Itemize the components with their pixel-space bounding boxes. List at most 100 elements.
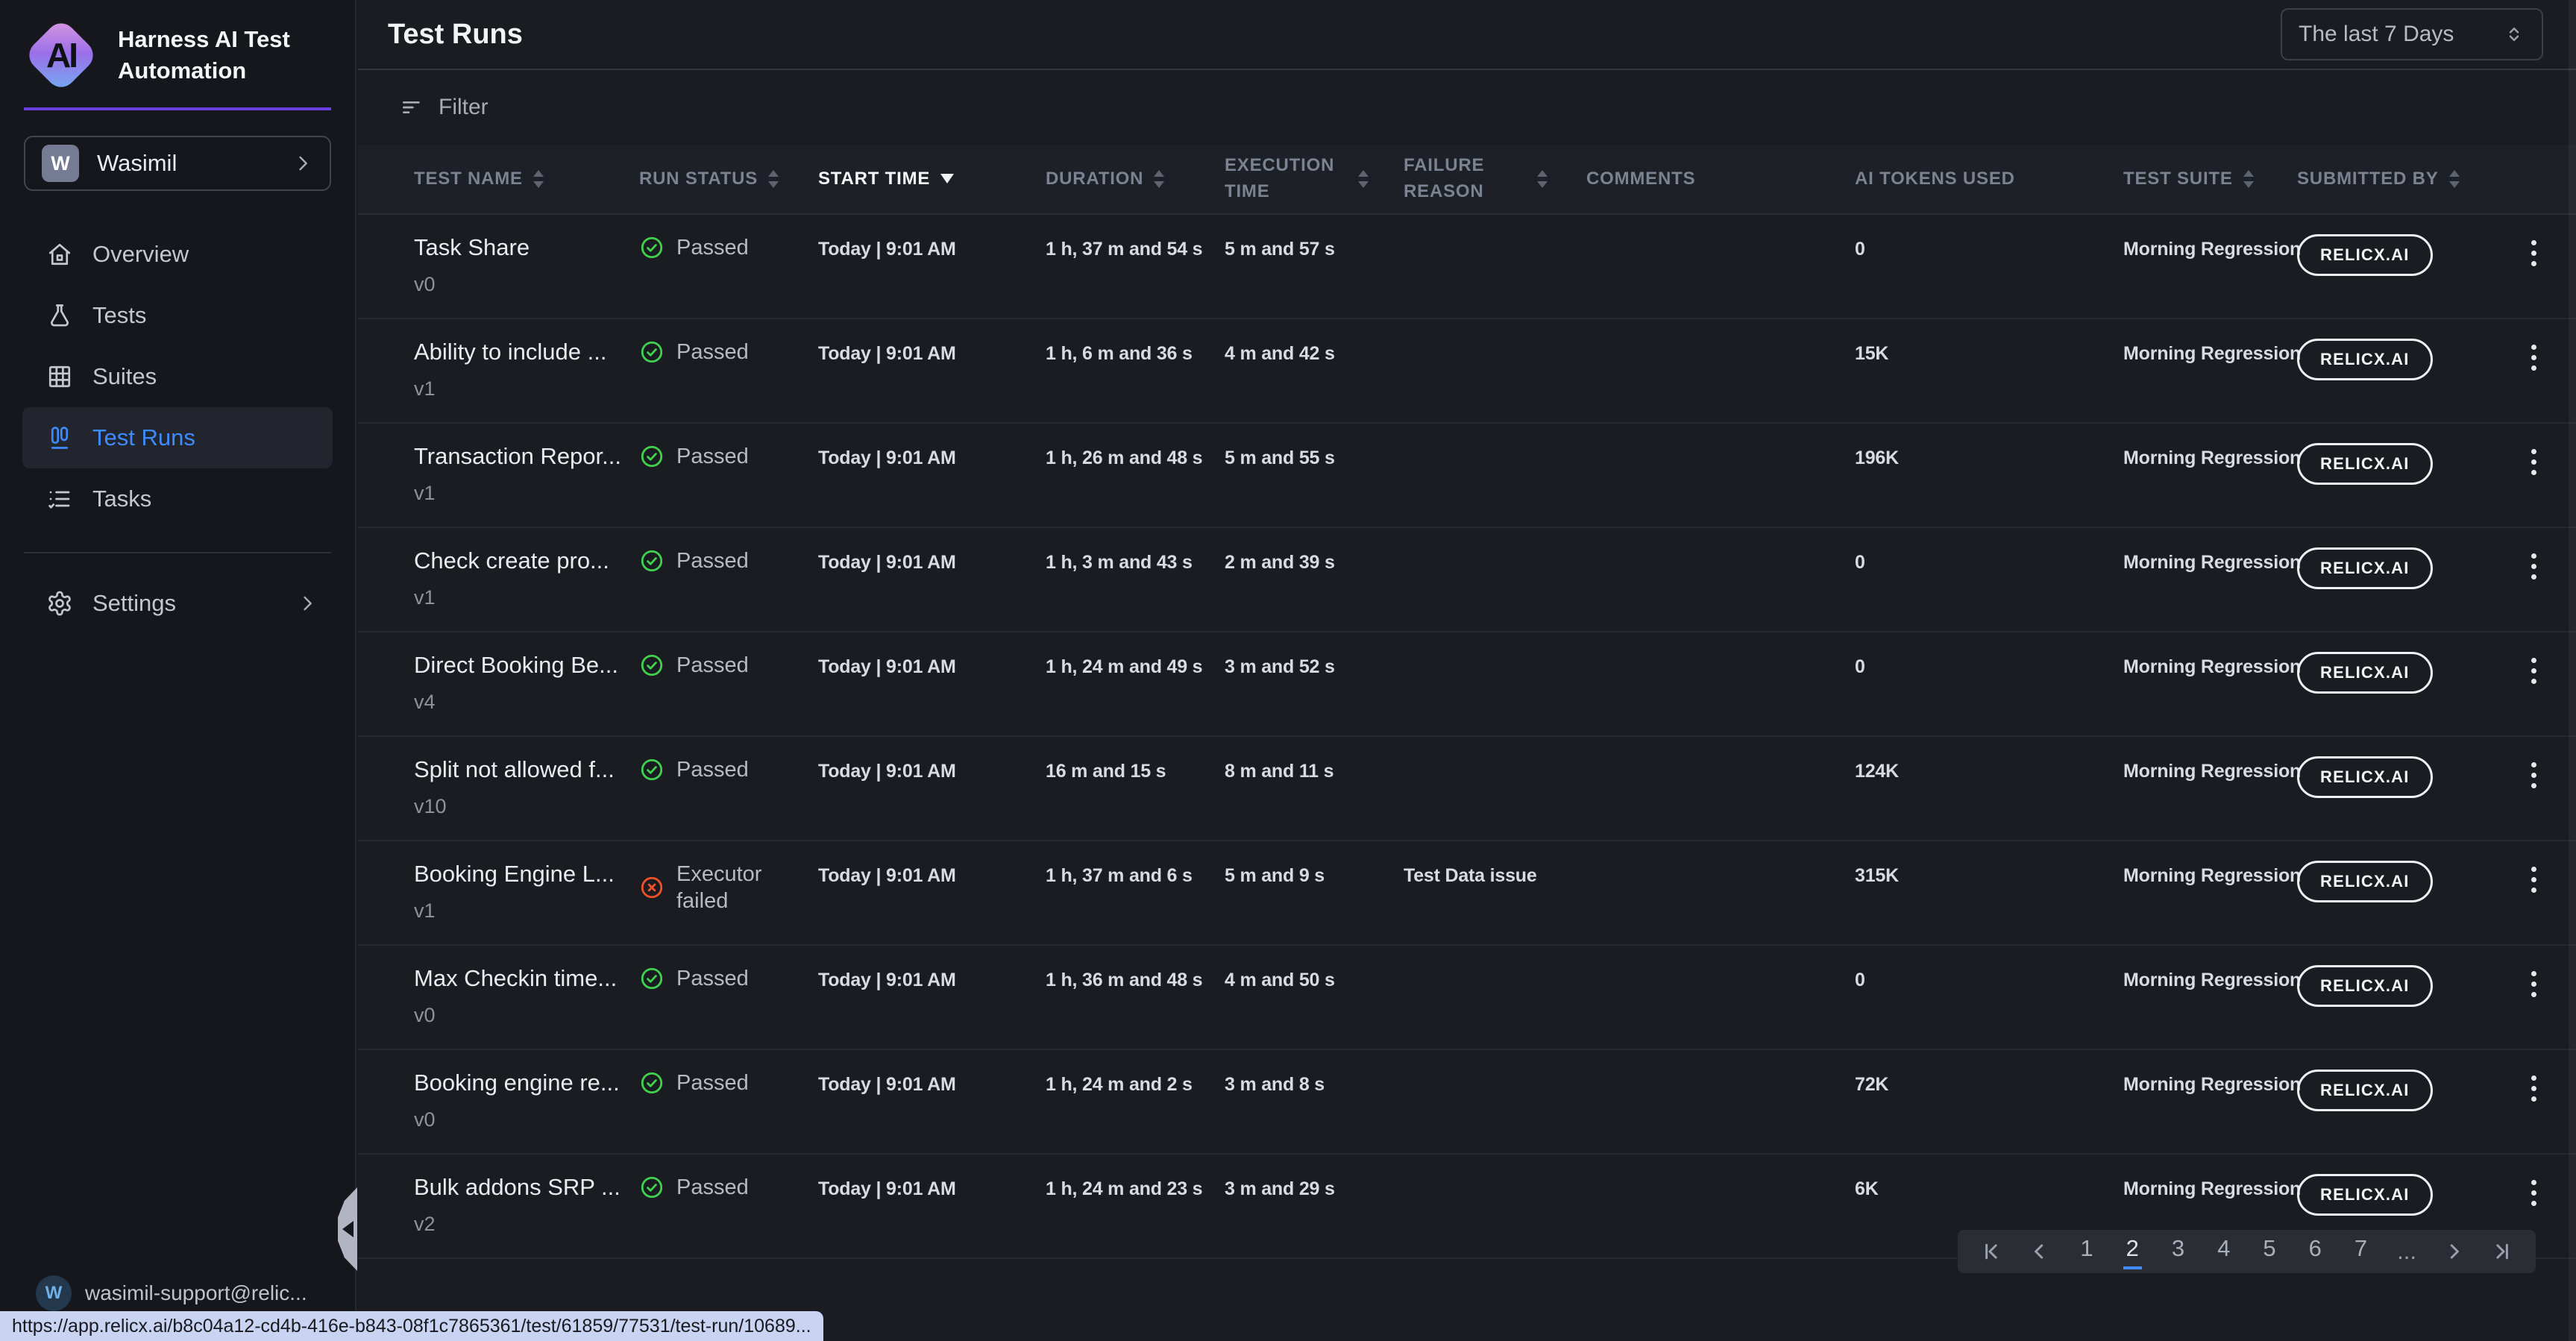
cell-test-name[interactable]: Max Checkin time... v0 bbox=[414, 965, 639, 1027]
cell-run-status: Executor failed bbox=[639, 861, 818, 915]
test-runs-icon bbox=[46, 424, 73, 451]
table-row[interactable]: Task Share v0 Passed Today | 9:01 AM 1 h… bbox=[358, 215, 2576, 319]
page-4-button[interactable]: 4 bbox=[2214, 1234, 2233, 1269]
row-menu-button[interactable] bbox=[2524, 234, 2544, 272]
status-label: Passed bbox=[676, 445, 749, 468]
sidebar-item-settings[interactable]: Settings bbox=[22, 573, 333, 634]
cell-submitted-by: RELICX.AI bbox=[2297, 1174, 2485, 1216]
cell-actions bbox=[2485, 965, 2576, 1003]
table-row[interactable]: Booking Engine L... v1 Executor failed T… bbox=[358, 841, 2576, 946]
filter-button[interactable]: Filter bbox=[400, 95, 489, 120]
main-content: Test Runs The last 7 Days Filter TEST NA… bbox=[358, 0, 2576, 1341]
column-header-run-status[interactable]: RUN STATUS bbox=[639, 166, 818, 192]
workspace-selector[interactable]: W Wasimil bbox=[24, 136, 331, 191]
sidebar-item-tests[interactable]: Tests bbox=[22, 285, 333, 346]
cell-test-name[interactable]: Task Share v0 bbox=[414, 234, 639, 296]
test-name: Booking Engine L... bbox=[414, 861, 615, 887]
cell-submitted-by: RELICX.AI bbox=[2297, 443, 2485, 485]
sort-arrows-icon bbox=[1154, 169, 1165, 188]
cell-execution-time: 5 m and 57 s bbox=[1225, 239, 1335, 260]
top-bar: Test Runs The last 7 Days bbox=[358, 0, 2576, 69]
table-row[interactable]: Transaction Repor... v1 Passed Today | 9… bbox=[358, 424, 2576, 528]
column-header-test-name[interactable]: TEST NAME bbox=[414, 166, 639, 192]
row-menu-button[interactable] bbox=[2524, 547, 2544, 585]
row-menu-button[interactable] bbox=[2524, 1070, 2544, 1108]
row-menu-button[interactable] bbox=[2524, 756, 2544, 794]
cell-test-name[interactable]: Booking Engine L... v1 bbox=[414, 861, 639, 923]
date-range-select[interactable]: The last 7 Days bbox=[2281, 8, 2543, 60]
column-header-test-suite[interactable]: TEST SUITE bbox=[2123, 166, 2297, 192]
column-header-label: COMMENTS bbox=[1586, 168, 1696, 189]
next-page-button[interactable] bbox=[2443, 1240, 2466, 1263]
test-version: v4 bbox=[414, 691, 436, 713]
column-header-failure-reason[interactable]: FAILURE REASON bbox=[1404, 153, 1586, 205]
grid-icon bbox=[46, 363, 73, 390]
table-row[interactable]: Split not allowed f... v10 Passed Today … bbox=[358, 737, 2576, 841]
account-button[interactable]: W wasimil-support@relic... bbox=[36, 1275, 334, 1311]
cell-start-time: Today | 9:01 AM bbox=[818, 343, 956, 364]
column-header-execution-time[interactable]: EXECUTION TIME bbox=[1225, 153, 1404, 205]
column-header-submitted-by[interactable]: SUBMITTED BY bbox=[2297, 166, 2485, 192]
table-header: TEST NAME RUN STATUS START TIME DURATION… bbox=[358, 145, 2576, 215]
sidebar-item-overview[interactable]: Overview bbox=[22, 224, 333, 285]
workspace-name: Wasimil bbox=[97, 150, 178, 176]
test-version: v1 bbox=[414, 377, 436, 400]
cell-actions bbox=[2485, 339, 2576, 377]
sort-arrows-icon bbox=[1537, 170, 1548, 188]
page-6-button[interactable]: 6 bbox=[2306, 1234, 2325, 1269]
row-menu-button[interactable] bbox=[2524, 861, 2544, 899]
cell-duration: 1 h, 6 m and 36 s bbox=[1046, 343, 1193, 364]
row-menu-button[interactable] bbox=[2524, 339, 2544, 377]
table-row[interactable]: Booking engine re... v0 Passed Today | 9… bbox=[358, 1050, 2576, 1155]
cell-start-time: Today | 9:01 AM bbox=[818, 1074, 956, 1095]
row-menu-button[interactable] bbox=[2524, 965, 2544, 1003]
table-row[interactable]: Direct Booking Be... v4 Passed Today | 9… bbox=[358, 632, 2576, 737]
cell-test-name[interactable]: Split not allowed f... v10 bbox=[414, 756, 639, 818]
cell-run-status: Passed bbox=[639, 1174, 818, 1201]
chevron-right-icon bbox=[297, 593, 318, 614]
page-1-button[interactable]: 1 bbox=[2077, 1234, 2096, 1269]
row-menu-button[interactable] bbox=[2524, 1174, 2544, 1212]
table-row[interactable]: Bulk addons SRP ... v2 Passed Today | 9:… bbox=[358, 1155, 2576, 1259]
first-page-button[interactable] bbox=[1979, 1240, 2001, 1263]
cell-test-name[interactable]: Check create pro... v1 bbox=[414, 547, 639, 609]
cell-duration: 1 h, 36 m and 48 s bbox=[1046, 970, 1203, 990]
cell-ai-tokens: 72K bbox=[1855, 1074, 1889, 1095]
cell-ai-tokens: 0 bbox=[1855, 552, 1865, 573]
column-header-duration[interactable]: DURATION bbox=[1046, 166, 1225, 192]
accent-divider bbox=[24, 107, 331, 110]
page-scrollbar[interactable] bbox=[2569, 0, 2576, 1341]
table-row[interactable]: Check create pro... v1 Passed Today | 9:… bbox=[358, 528, 2576, 632]
cell-test-name[interactable]: Transaction Repor... v1 bbox=[414, 443, 639, 505]
sidebar-item-tasks[interactable]: Tasks bbox=[22, 468, 333, 530]
page-2-button[interactable]: 2 bbox=[2123, 1234, 2142, 1269]
page-title: Test Runs bbox=[388, 18, 523, 50]
cell-test-name[interactable]: Booking engine re... v0 bbox=[414, 1070, 639, 1131]
cell-failure-reason: Test Data issue bbox=[1404, 865, 1537, 886]
cell-execution-time: 3 m and 29 s bbox=[1225, 1178, 1335, 1199]
last-page-button[interactable] bbox=[2492, 1240, 2515, 1263]
sidebar-item-test-runs[interactable]: Test Runs bbox=[22, 407, 333, 468]
page-7-button[interactable]: 7 bbox=[2352, 1234, 2370, 1269]
cell-test-name[interactable]: Ability to include ... v1 bbox=[414, 339, 639, 401]
cell-start-time: Today | 9:01 AM bbox=[818, 239, 956, 260]
page-5-button[interactable]: 5 bbox=[2260, 1234, 2278, 1269]
column-header-start-time[interactable]: START TIME bbox=[818, 166, 1046, 192]
cell-test-name[interactable]: Bulk addons SRP ... v2 bbox=[414, 1174, 639, 1236]
status-label: Passed bbox=[676, 653, 749, 677]
table-row[interactable]: Max Checkin time... v0 Passed Today | 9:… bbox=[358, 946, 2576, 1050]
row-menu-button[interactable] bbox=[2524, 652, 2544, 690]
app-logo-icon: AI bbox=[23, 17, 99, 93]
test-name: Booking engine re... bbox=[414, 1070, 620, 1096]
cell-run-status: Passed bbox=[639, 756, 818, 783]
cell-ai-tokens: 0 bbox=[1855, 970, 1865, 990]
page-3-button[interactable]: 3 bbox=[2169, 1234, 2187, 1269]
submitted-by-badge: RELICX.AI bbox=[2297, 1174, 2433, 1216]
cell-duration: 1 h, 24 m and 23 s bbox=[1046, 1178, 1203, 1199]
prev-page-button[interactable] bbox=[2028, 1240, 2050, 1263]
status-label: Passed bbox=[676, 1175, 749, 1199]
row-menu-button[interactable] bbox=[2524, 443, 2544, 481]
cell-test-name[interactable]: Direct Booking Be... v4 bbox=[414, 652, 639, 714]
sidebar-item-suites[interactable]: Suites bbox=[22, 346, 333, 407]
table-row[interactable]: Ability to include ... v1 Passed Today |… bbox=[358, 319, 2576, 424]
